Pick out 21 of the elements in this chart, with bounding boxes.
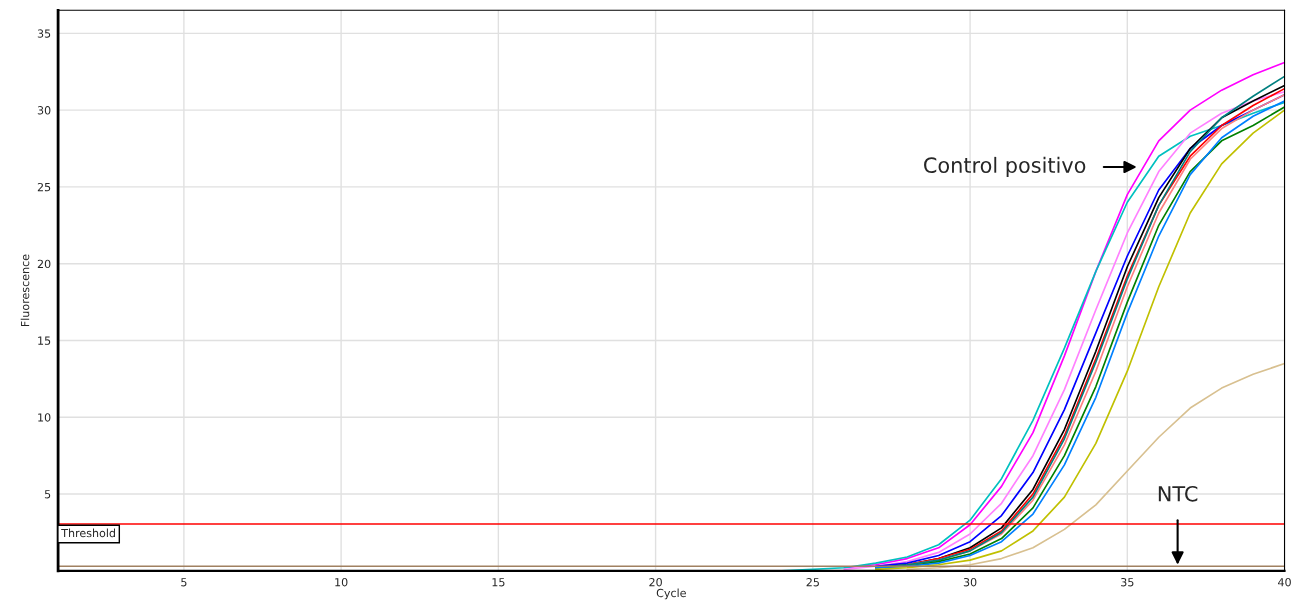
ref-line-label: Threshold	[61, 528, 115, 538]
y-tick-label: 30	[37, 106, 51, 115]
x-tick-label: 15	[492, 578, 505, 587]
x-tick-label: 25	[806, 577, 819, 587]
y-tick-label: 15	[38, 336, 51, 345]
x-tick-label: 30	[963, 577, 977, 587]
x-axis-title: Cycle	[656, 588, 686, 600]
x-tick-label: 5	[181, 578, 187, 587]
annotation: Control positivo	[924, 156, 1086, 178]
y-axis-title: Fluorescence	[20, 254, 30, 327]
y-tick-label: 5	[44, 490, 51, 499]
x-tick-label: 10	[335, 577, 348, 587]
x-tick-label: 35	[1121, 577, 1134, 587]
line-series	[906, 362, 1285, 571]
y-tick-label: 25	[37, 182, 51, 192]
y-tick-label: 20	[37, 259, 51, 269]
y-tick-label: 10	[38, 413, 51, 422]
annotation: NTC	[1158, 485, 1198, 502]
y-tick-label: 35	[37, 29, 51, 38]
x-tick-label: 40	[1278, 577, 1291, 587]
x-tick-label: 20	[649, 577, 662, 587]
